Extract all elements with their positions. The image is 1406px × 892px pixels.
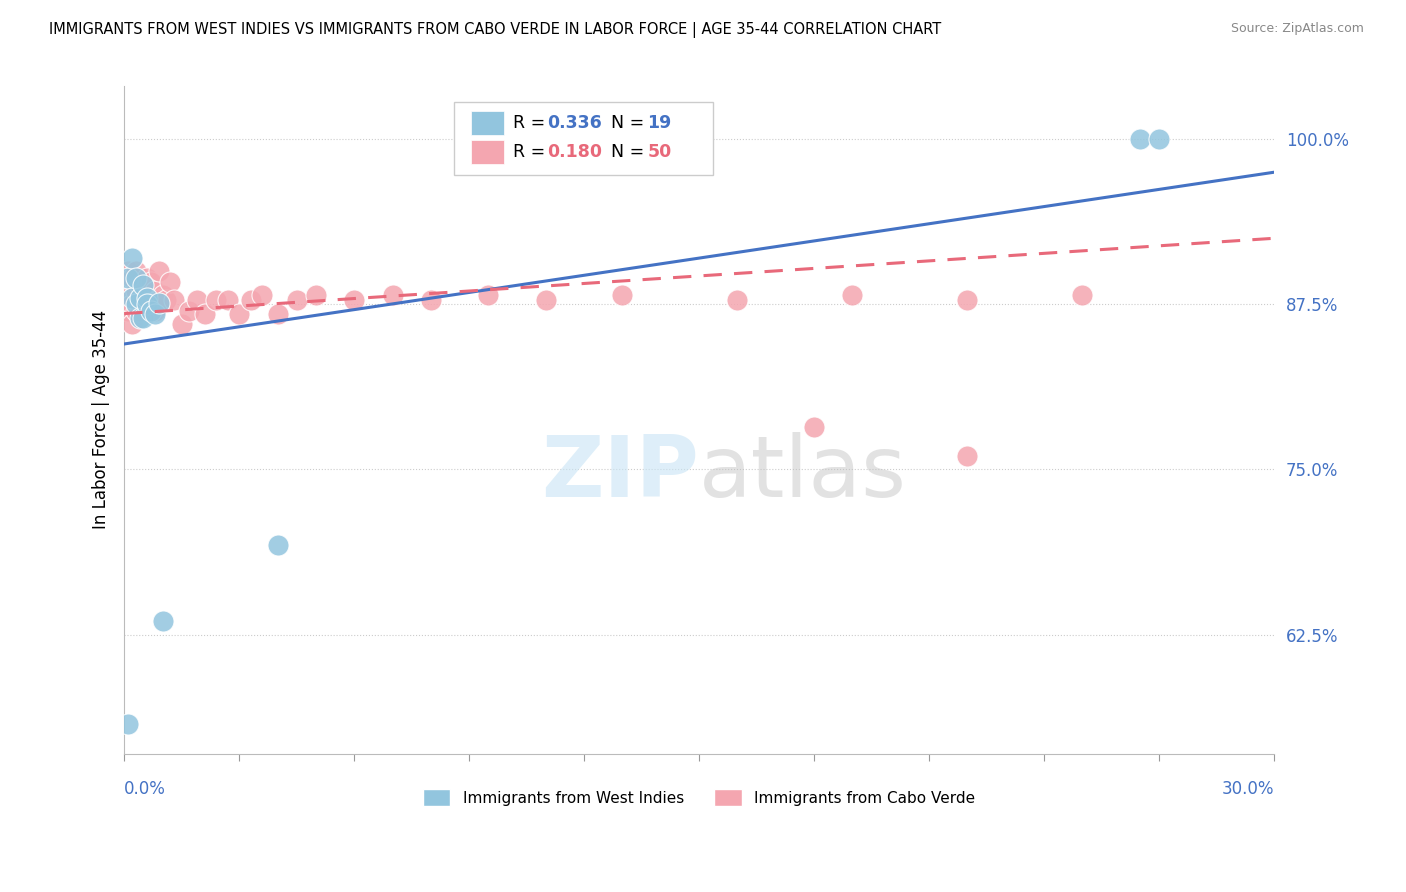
Point (148, 296, 170, 310)
Point (121, 251, 143, 265)
Point (343, 293, 366, 308)
Point (139, 275, 162, 289)
Legend: Immigrants from West Indies, Immigrants from Cabo Verde: Immigrants from West Indies, Immigrants … (416, 782, 981, 813)
Text: IMMIGRANTS FROM WEST INDIES VS IMMIGRANTS FROM CABO VERDE IN LABOR FORCE | AGE 3: IMMIGRANTS FROM WEST INDIES VS IMMIGRANT… (49, 22, 942, 38)
Point (285, 293, 308, 308)
Point (725, 293, 748, 308)
Point (117, 304, 139, 318)
Point (159, 275, 181, 289)
Text: atlas: atlas (699, 432, 907, 515)
Text: 0.180: 0.180 (547, 143, 602, 161)
Point (163, 293, 186, 308)
Point (132, 293, 155, 308)
Text: ZIP: ZIP (541, 432, 699, 515)
Point (239, 293, 262, 308)
Point (534, 293, 557, 308)
Point (128, 277, 150, 292)
Point (186, 293, 208, 308)
Point (121, 297, 143, 311)
Text: N =: N = (610, 114, 650, 132)
Point (205, 293, 228, 308)
Point (612, 288, 634, 302)
FancyBboxPatch shape (454, 102, 713, 175)
Text: R =: R = (513, 114, 551, 132)
Text: 0.0%: 0.0% (124, 780, 166, 798)
Point (148, 293, 170, 308)
Text: 50: 50 (647, 143, 672, 161)
Point (117, 271, 139, 285)
Point (121, 271, 143, 285)
Point (121, 317, 143, 331)
Point (125, 264, 148, 278)
Point (117, 264, 139, 278)
Point (381, 288, 404, 302)
Point (132, 277, 155, 292)
Point (179, 304, 201, 318)
Point (125, 297, 148, 311)
Point (117, 291, 139, 305)
Point (266, 307, 288, 321)
Point (148, 264, 170, 278)
Point (956, 450, 979, 464)
Point (136, 291, 159, 305)
Point (125, 271, 148, 285)
Point (117, 717, 139, 731)
Point (132, 310, 155, 325)
Point (128, 304, 150, 318)
Point (194, 307, 217, 321)
Point (217, 293, 239, 308)
Point (128, 297, 150, 311)
Point (121, 291, 143, 305)
Point (305, 288, 328, 302)
Point (125, 284, 148, 298)
Point (132, 277, 155, 292)
Text: Source: ZipAtlas.com: Source: ZipAtlas.com (1230, 22, 1364, 36)
Point (152, 288, 174, 302)
Point (155, 293, 177, 308)
Point (228, 307, 250, 321)
Text: 30.0%: 30.0% (1222, 780, 1274, 798)
Point (956, 293, 979, 308)
Y-axis label: In Labor Force | Age 35-44: In Labor Force | Age 35-44 (93, 310, 110, 530)
Point (419, 293, 441, 308)
FancyBboxPatch shape (471, 111, 503, 135)
Point (477, 288, 499, 302)
Point (1071, 288, 1094, 302)
Point (841, 288, 863, 302)
Point (250, 288, 273, 302)
Point (139, 293, 162, 308)
Point (128, 291, 150, 305)
Point (143, 304, 166, 318)
Point (1129, 132, 1152, 146)
Point (266, 538, 288, 552)
Point (136, 271, 159, 285)
Point (143, 307, 166, 321)
Point (128, 310, 150, 325)
Point (803, 420, 825, 434)
FancyBboxPatch shape (471, 140, 503, 164)
Point (136, 297, 159, 311)
Text: 0.336: 0.336 (547, 114, 602, 132)
Point (143, 284, 166, 298)
Point (1147, 132, 1170, 146)
Text: N =: N = (610, 143, 650, 161)
Point (170, 317, 193, 331)
Point (152, 615, 174, 629)
Point (125, 304, 148, 318)
Text: R =: R = (513, 143, 551, 161)
Text: 19: 19 (647, 114, 672, 132)
Point (136, 297, 159, 311)
Point (139, 304, 162, 318)
